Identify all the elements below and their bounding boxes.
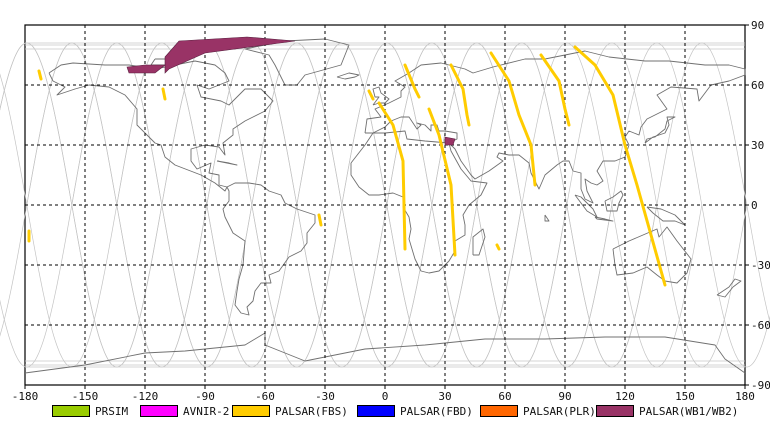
observation-swaths	[27, 36, 667, 287]
legend-item-palsar-wb: PALSAR(WB1/WB2)	[596, 403, 738, 419]
y-tick-label: 0	[751, 199, 758, 212]
y-tick-label: -30	[751, 259, 770, 272]
fbs-swath	[161, 87, 167, 101]
coastline	[612, 226, 692, 284]
x-tick-label: -30	[315, 390, 335, 403]
fbs-swath	[427, 107, 457, 257]
coastline	[472, 228, 486, 256]
coastline	[24, 332, 746, 374]
coastline	[604, 190, 624, 212]
x-tick-label: -120	[132, 390, 159, 403]
x-tick-label: 0	[382, 390, 389, 403]
coastline	[336, 72, 360, 80]
wb-swath	[164, 36, 296, 74]
coastline	[716, 278, 742, 298]
legend-label-palsar-fbs: PALSAR(FBS)	[275, 404, 348, 418]
fbs-swath	[377, 101, 407, 251]
coastline	[216, 160, 238, 166]
fbs-swath	[37, 69, 43, 81]
legend-label-avnir2: AVNIR-2	[183, 404, 230, 418]
x-tick-label: 30	[438, 390, 451, 403]
coastline	[646, 206, 686, 226]
fbs-swath	[449, 63, 471, 127]
coastline	[544, 214, 550, 222]
graticule	[25, 25, 745, 385]
x-tick-label: 180	[735, 390, 755, 403]
x-tick-label: 90	[558, 390, 571, 403]
legend-label-palsar-wb: PALSAR(WB1/WB2)	[639, 404, 739, 418]
legend-swatch-palsar-wb	[596, 405, 634, 417]
y-tick-label: 60	[751, 79, 764, 92]
coastline	[594, 216, 614, 222]
legend: PRSIM AVNIR-2 PALSAR(FBS) PALSAR(FBD) PA…	[0, 400, 770, 422]
x-tick-label: -150	[72, 390, 99, 403]
fbs-swath	[539, 53, 571, 127]
legend-swatch-palsar-plr	[480, 405, 518, 417]
fbs-swath	[403, 63, 421, 99]
x-tick-label: 150	[675, 390, 695, 403]
y-tick-label: 90	[751, 19, 764, 32]
legend-label-prsim: PRSIM	[95, 404, 129, 418]
x-tick-label: -60	[255, 390, 275, 403]
fbs-swath	[489, 51, 537, 187]
legend-swatch-palsar-fbs	[232, 405, 270, 417]
wb-swath	[444, 136, 456, 146]
fbs-swath	[495, 243, 501, 251]
legend-swatch-palsar-fbd	[357, 405, 395, 417]
x-tick-label: 120	[615, 390, 635, 403]
y-tick-label: 30	[751, 139, 764, 152]
fbs-swath	[317, 213, 323, 227]
legend-item-avnir2: AVNIR-2	[140, 403, 229, 419]
coastline	[644, 116, 676, 144]
coastline	[364, 50, 746, 204]
fbs-swath	[573, 45, 667, 287]
wb-swath	[126, 64, 166, 74]
fbs-swath	[367, 89, 375, 101]
legend-label-palsar-fbd: PALSAR(FBD)	[400, 404, 473, 418]
x-tick-label: -90	[195, 390, 215, 403]
legend-label-palsar-plr: PALSAR(PLR)	[523, 404, 596, 418]
legend-item-palsar-fbd: PALSAR(FBD)	[357, 403, 473, 419]
legend-swatch-avnir2	[140, 405, 178, 417]
coastline	[574, 194, 598, 218]
legend-item-palsar-plr: PALSAR(PLR)	[480, 403, 596, 419]
orbit-track	[0, 204, 73, 368]
axis-ticks: -180 -150 -120 -90 -60 -30 0 30 60 90 120 150 180 90 6…	[12, 19, 770, 403]
coastline	[372, 86, 390, 106]
legend-swatch-prsim	[52, 405, 90, 417]
orbit-track	[611, 42, 770, 368]
x-tick-label: 60	[498, 390, 511, 403]
coastline	[222, 182, 316, 316]
legend-item-prsim: PRSIM	[52, 403, 128, 419]
y-tick-label: -90	[751, 379, 770, 392]
orbit-track	[431, 42, 613, 368]
legend-item-palsar-fbs: PALSAR(FBS)	[232, 403, 348, 419]
x-tick-label: -180	[12, 390, 39, 403]
y-tick-label: -60	[751, 319, 770, 332]
